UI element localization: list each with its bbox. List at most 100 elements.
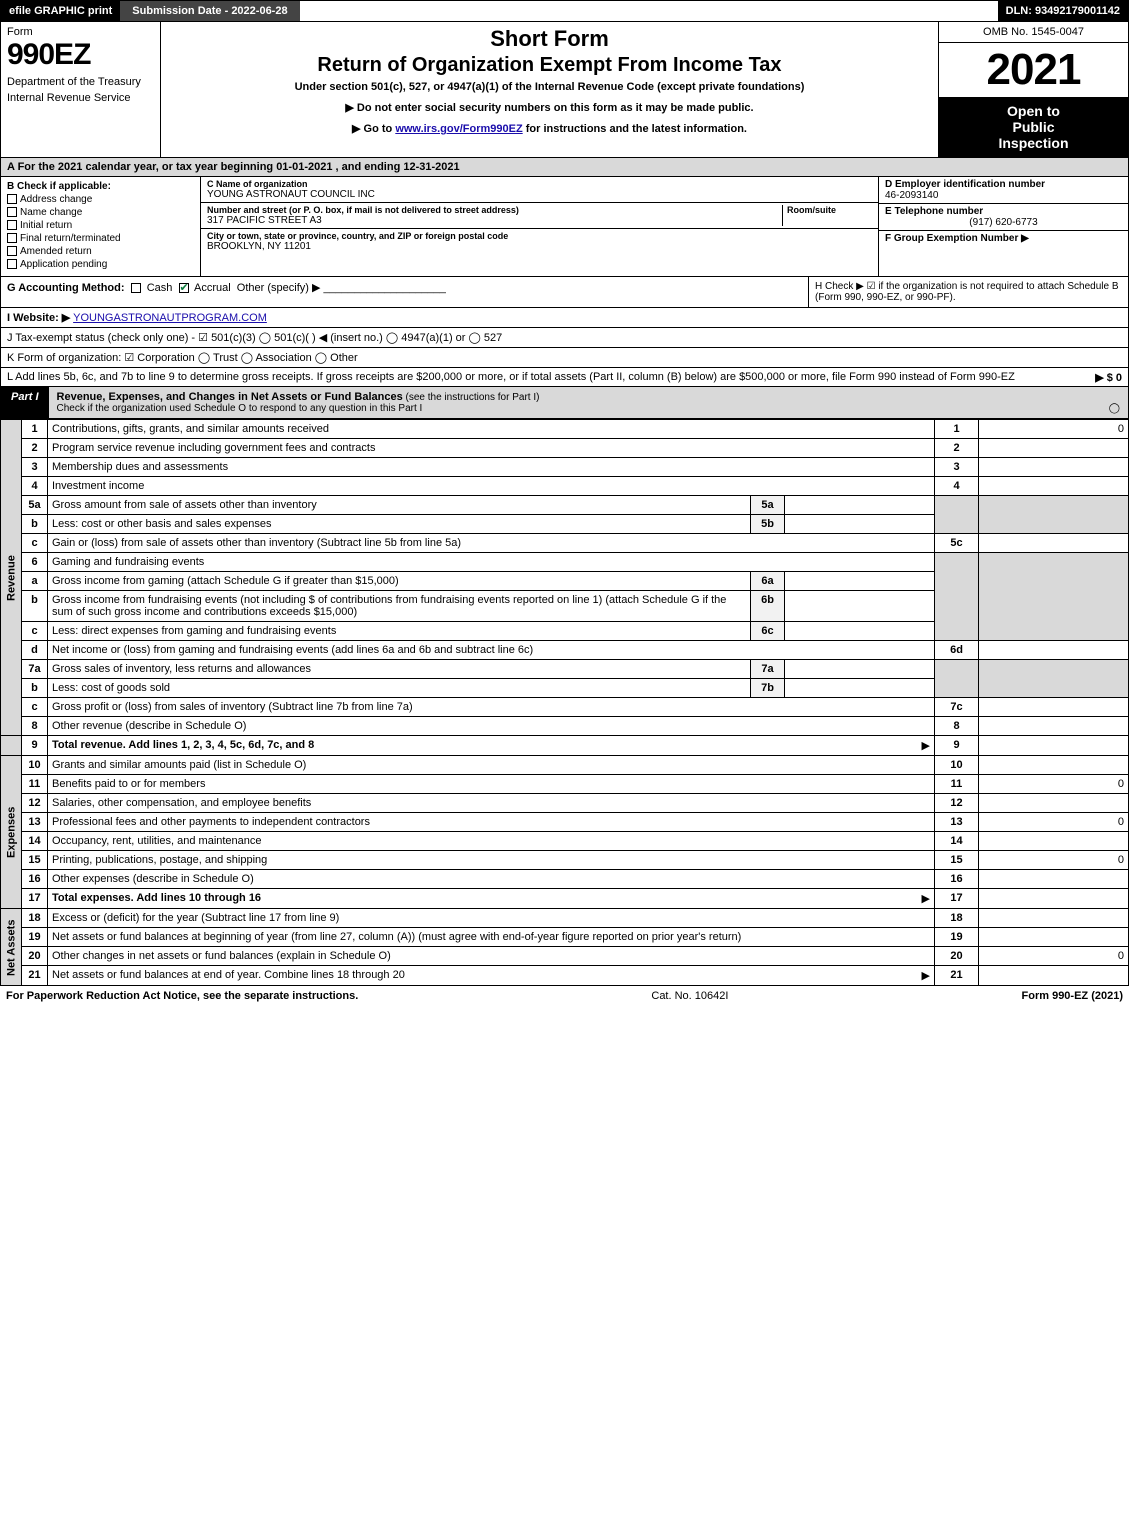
part1-check-box[interactable]: ◯ [1109,403,1120,414]
ln-6c: c [22,622,48,641]
desc-5a: Gross amount from sale of assets other t… [52,499,317,511]
block-b-through-f: B Check if applicable: Address change Na… [0,177,1129,277]
ln-6: 6 [22,553,48,572]
note2-post: for instructions and the latest informat… [523,123,747,135]
check-accrual[interactable] [179,283,189,293]
num-21: 21 [935,966,979,986]
box-7a: 7a [751,660,785,679]
part1-check-text: Check if the organization used Schedule … [57,403,423,414]
desc-17: Total expenses. Add lines 10 through 16 [52,892,261,904]
lbl-initial-return: Initial return [20,220,72,231]
topbar-spacer [300,1,998,21]
ln-16: 16 [22,870,48,889]
check-amended-return[interactable] [7,246,17,256]
c-label: C Name of organization [207,179,872,189]
block-c: C Name of organization YOUNG ASTRONAUT C… [201,177,878,276]
ln-15: 15 [22,851,48,870]
ln-17: 17 [22,889,48,909]
section-expenses: Expenses [1,756,22,909]
desc-9: Total revenue. Add lines 1, 2, 3, 4, 5c,… [52,739,314,751]
part1-title: Revenue, Expenses, and Changes in Net As… [49,387,1128,418]
desc-15: Printing, publications, postage, and shi… [52,854,267,866]
check-initial-return[interactable] [7,220,17,230]
arrow-21: ▶ [922,969,930,982]
num-11: 11 [935,775,979,794]
num-7c: 7c [935,698,979,717]
lbl-address-change: Address change [20,194,92,205]
check-cash[interactable] [131,283,141,293]
val-4 [979,477,1129,496]
desc-16: Other expenses (describe in Schedule O) [52,873,254,885]
ln-13: 13 [22,813,48,832]
ln-5c: c [22,534,48,553]
ln-12: 12 [22,794,48,813]
boxval-6b [785,591,935,622]
ln-6d: d [22,641,48,660]
desc-10: Grants and similar amounts paid (list in… [52,759,306,771]
check-name-change[interactable] [7,207,17,217]
ln-10: 10 [22,756,48,775]
part1-header: Part I Revenue, Expenses, and Changes in… [0,387,1129,419]
title-short-form: Short Form [167,26,932,52]
g-label: G Accounting Method: [7,282,125,294]
desc-13: Professional fees and other payments to … [52,816,370,828]
top-bar: efile GRAPHIC print Submission Date - 20… [0,0,1129,22]
desc-5c: Gain or (loss) from sale of assets other… [52,537,461,549]
check-address-change[interactable] [7,194,17,204]
ln-6b: b [22,591,48,622]
box-5a: 5a [751,496,785,515]
footer-mid: Cat. No. 10642I [651,990,728,1002]
desc-1: Contributions, gifts, grants, and simila… [52,423,329,435]
val-8 [979,717,1129,736]
i-label: I Website: ▶ [7,312,70,324]
num-9: 9 [935,736,979,756]
num-12: 12 [935,794,979,813]
val-12 [979,794,1129,813]
ln-21: 21 [22,966,48,986]
note2-pre: ▶ Go to [352,123,395,135]
ein-value: 46-2093140 [885,190,1122,201]
ln-8: 8 [22,717,48,736]
row-l-text: L Add lines 5b, 6c, and 7b to line 9 to … [7,371,1015,383]
dept-irs: Internal Revenue Service [7,92,154,104]
form-word: Form [7,26,154,38]
footer-left: For Paperwork Reduction Act Notice, see … [6,990,358,1002]
check-final-return[interactable] [7,233,17,243]
num-13: 13 [935,813,979,832]
block-d-e-f: D Employer identification number 46-2093… [878,177,1128,276]
lbl-accrual: Accrual [194,282,231,294]
lbl-name-change: Name change [20,207,82,218]
section-netassets: Net Assets [1,909,22,986]
desc-6b: Gross income from fundraising events (no… [52,594,726,618]
shade-6 [935,553,979,641]
header-mid: Short Form Return of Organization Exempt… [161,22,938,157]
ln-7a: 7a [22,660,48,679]
ln-4: 4 [22,477,48,496]
desc-4: Investment income [52,480,144,492]
num-5c: 5c [935,534,979,553]
arrow-9: ▶ [922,739,930,752]
tax-year: 2021 [939,43,1128,97]
ln-14: 14 [22,832,48,851]
ln-7b: b [22,679,48,698]
ln-7c: c [22,698,48,717]
irs-link[interactable]: www.irs.gov/Form990EZ [395,123,522,135]
box-6b: 6b [751,591,785,622]
form-number: 990EZ [7,38,154,72]
page-footer: For Paperwork Reduction Act Notice, see … [0,986,1129,1006]
boxval-5a [785,496,935,515]
num-15: 15 [935,851,979,870]
desc-7c: Gross profit or (loss) from sales of inv… [52,701,413,713]
num-14: 14 [935,832,979,851]
desc-20: Other changes in net assets or fund bala… [52,950,391,962]
desc-14: Occupancy, rent, utilities, and maintena… [52,835,262,847]
ln-18: 18 [22,909,48,928]
form-header: Form 990EZ Department of the Treasury In… [0,22,1129,158]
val-2 [979,439,1129,458]
efile-print-label[interactable]: efile GRAPHIC print [1,1,120,21]
lbl-other-specify: Other (specify) ▶ [237,282,321,294]
website-link[interactable]: YOUNGASTRONAUTPROGRAM.COM [73,312,267,324]
num-4: 4 [935,477,979,496]
check-application-pending[interactable] [7,259,17,269]
b-title: B Check if applicable: [7,181,194,192]
